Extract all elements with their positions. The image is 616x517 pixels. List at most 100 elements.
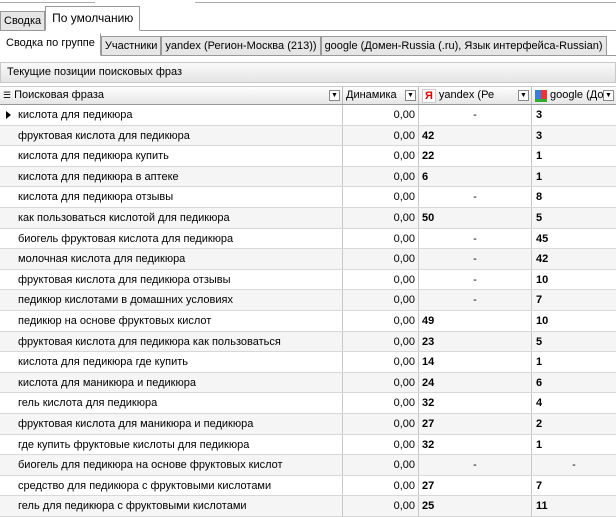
divider <box>195 2 616 3</box>
table-row[interactable]: гель для педикюра с фруктовыми кислотами… <box>0 496 616 517</box>
cell-google: 7 <box>536 294 543 307</box>
cell-google: 3 <box>536 109 543 121</box>
cell-yandex: 32 <box>419 393 532 413</box>
column-chooser-icon[interactable]: ☰ <box>3 90 12 100</box>
cell-phrase: молочная кислота для педикюра <box>0 249 343 269</box>
table-row[interactable]: кислота для педикюра в аптеке 0,00 6 1 <box>0 166 616 188</box>
cell-dynamics: 0,00 <box>343 249 419 269</box>
yandex-logo-icon: Я <box>422 88 436 103</box>
cell-phrase: кислота для педикюра где купить <box>0 352 343 372</box>
table-row[interactable]: молочная кислота для педикюра 0,00-42 <box>0 249 616 270</box>
cell-google: 1 <box>536 356 543 369</box>
cell-dynamics: 0,00 <box>343 228 419 249</box>
tab-default[interactable]: По умолчанию <box>45 6 141 31</box>
cell-dynamics: 0,00 <box>343 269 419 290</box>
cell-dynamics: 0,00 <box>343 475 419 496</box>
table-row[interactable]: биогель фруктовая кислота для педикюра 0,… <box>0 228 616 250</box>
column-yandex-label: yandex (Ре <box>438 89 495 101</box>
cell-google: 6 <box>536 376 543 389</box>
tab-group-summary[interactable]: Сводка по группе <box>0 33 101 56</box>
table-row[interactable]: средство для педикюра с фруктовыми кисло… <box>0 475 616 497</box>
column-dynamics[interactable]: Динамика ▼ <box>343 87 419 104</box>
filter-dropdown-icon[interactable]: ▼ <box>603 90 614 101</box>
tab-participants[interactable]: Участники <box>100 36 162 56</box>
group-title: Текущие позиции поисковых фраз <box>0 62 616 83</box>
filter-dropdown-icon[interactable]: ▼ <box>405 90 416 101</box>
cell-phrase: биогель фруктовая кислота для педикюра <box>0 228 343 249</box>
table-row[interactable]: кислота для педикюра 0,00-3 <box>0 105 616 126</box>
table-row[interactable]: кислота для маникюра и педикюра 0,00 24 6 <box>0 372 616 394</box>
table-row[interactable]: кислота для педикюра отзывы 0,00-8 <box>0 187 616 208</box>
cell-yandex: 32 <box>419 434 532 455</box>
cell-phrase: кислота для педикюра купить <box>0 146 343 166</box>
divider <box>0 2 95 3</box>
cell-google: 11 <box>536 500 548 513</box>
cell-google: 2 <box>536 417 543 430</box>
cell-dynamics: 0,00 <box>343 125 419 146</box>
cell-phrase: педикюр на основе фруктовых кислот <box>0 310 343 331</box>
table-header: ☰ Поисковая фраза ▼ Динамика ▼ Я yandex … <box>0 86 616 105</box>
table-body: кислота для педикюра 0,00-3 фруктовая кисл… <box>0 105 616 517</box>
cell-phrase: фруктовая кислота для педикюра как польз… <box>0 331 343 352</box>
table-row[interactable]: фруктовая кислота для педикюра отзывы 0,0… <box>0 269 616 291</box>
column-google-label: google (До <box>550 89 604 101</box>
cell-phrase: фруктовая кислота для педикюра отзывы <box>0 269 343 290</box>
cell-dynamics: 0,00 <box>343 187 419 207</box>
cell-yandex: 6 <box>419 166 532 187</box>
cell-dynamics: 0,00 <box>343 455 419 475</box>
current-row-indicator-icon <box>6 111 11 119</box>
cell-phrase: где купить фруктовые кислоты для педикюр… <box>0 434 343 455</box>
column-dynamics-label: Динамика <box>346 89 397 101</box>
column-yandex[interactable]: Я yandex (Ре ▼ <box>419 87 532 104</box>
table-row[interactable]: педикюр на основе фруктовых кислот 0,00 49… <box>0 310 616 332</box>
cell-phrase: кислота для педикюра <box>0 105 343 125</box>
cell-google: 42 <box>536 253 549 266</box>
tab-svodka[interactable]: Сводка <box>0 11 46 31</box>
cell-phrase: педикюр кислотами в домашних условиях <box>0 290 343 310</box>
cell-yandex: 23 <box>419 331 532 352</box>
cell-google: 1 <box>536 438 543 451</box>
cell-google: 1 <box>536 170 543 183</box>
cell-phrase: фруктовая кислота для маникюра и педикюр… <box>0 413 343 434</box>
cell-google: 1 <box>536 150 543 163</box>
cell-dynamics: 0,00 <box>343 413 419 434</box>
filter-dropdown-icon[interactable]: ▼ <box>518 90 529 101</box>
filter-dropdown-icon[interactable]: ▼ <box>329 90 340 101</box>
cell-yandex: - <box>419 187 532 207</box>
cell-google: 10 <box>536 314 549 327</box>
cell-phrase: гель для педикюра с фруктовыми кислотами <box>0 496 343 516</box>
cell-phrase: биогель для педикюра на основе фруктовых… <box>0 455 343 475</box>
cell-yandex: 22 <box>419 146 532 166</box>
table-row[interactable]: фруктовая кислота для педикюра 0,00 42 3 <box>0 125 616 147</box>
cell-dynamics: 0,00 <box>343 352 419 372</box>
cell-yandex: - <box>419 105 532 125</box>
cell-dynamics: 0,00 <box>343 146 419 166</box>
cell-yandex: - <box>419 269 532 290</box>
cell-dynamics: 0,00 <box>343 496 419 516</box>
table-row[interactable]: гель кислота для педикюра 0,00 32 4 <box>0 393 616 414</box>
cell-dynamics: 0,00 <box>343 393 419 413</box>
tab-google[interactable]: google (Домен-Russia (.ru), Язык интерфе… <box>320 36 607 56</box>
column-google[interactable]: google (До ▼ <box>532 87 616 104</box>
google-logo-icon <box>535 89 547 102</box>
table-row[interactable]: биогель для педикюра на основе фруктовых… <box>0 455 616 476</box>
table-row[interactable]: кислота для педикюра купить 0,00 22 1 <box>0 146 616 167</box>
cell-yandex: - <box>419 228 532 249</box>
column-phrase-label: Поисковая фраза <box>14 89 104 101</box>
cell-yandex: - <box>419 290 532 310</box>
table-row[interactable]: фруктовая кислота для маникюра и педикюр… <box>0 413 616 435</box>
table-row[interactable]: как пользоваться кислотой для педикюра 0,… <box>0 207 616 229</box>
column-phrase[interactable]: ☰ Поисковая фраза ▼ <box>0 87 343 104</box>
cell-yandex: - <box>419 249 532 269</box>
cell-google: - <box>572 459 576 472</box>
cell-dynamics: 0,00 <box>343 207 419 228</box>
table-row[interactable]: где купить фруктовые кислоты для педикюр… <box>0 434 616 456</box>
table-row[interactable]: фруктовая кислота для педикюра как польз… <box>0 331 616 353</box>
cell-phrase: кислота для педикюра отзывы <box>0 187 343 207</box>
cell-yandex: - <box>419 455 532 475</box>
table-row[interactable]: педикюр кислотами в домашних условиях 0,0… <box>0 290 616 311</box>
cell-phrase: как пользоваться кислотой для педикюра <box>0 207 343 228</box>
cell-phrase: средство для педикюра с фруктовыми кисло… <box>0 475 343 496</box>
table-row[interactable]: кислота для педикюра где купить 0,00 14 1 <box>0 352 616 373</box>
tab-yandex[interactable]: yandex (Регион-Москва (213)) <box>161 36 321 56</box>
